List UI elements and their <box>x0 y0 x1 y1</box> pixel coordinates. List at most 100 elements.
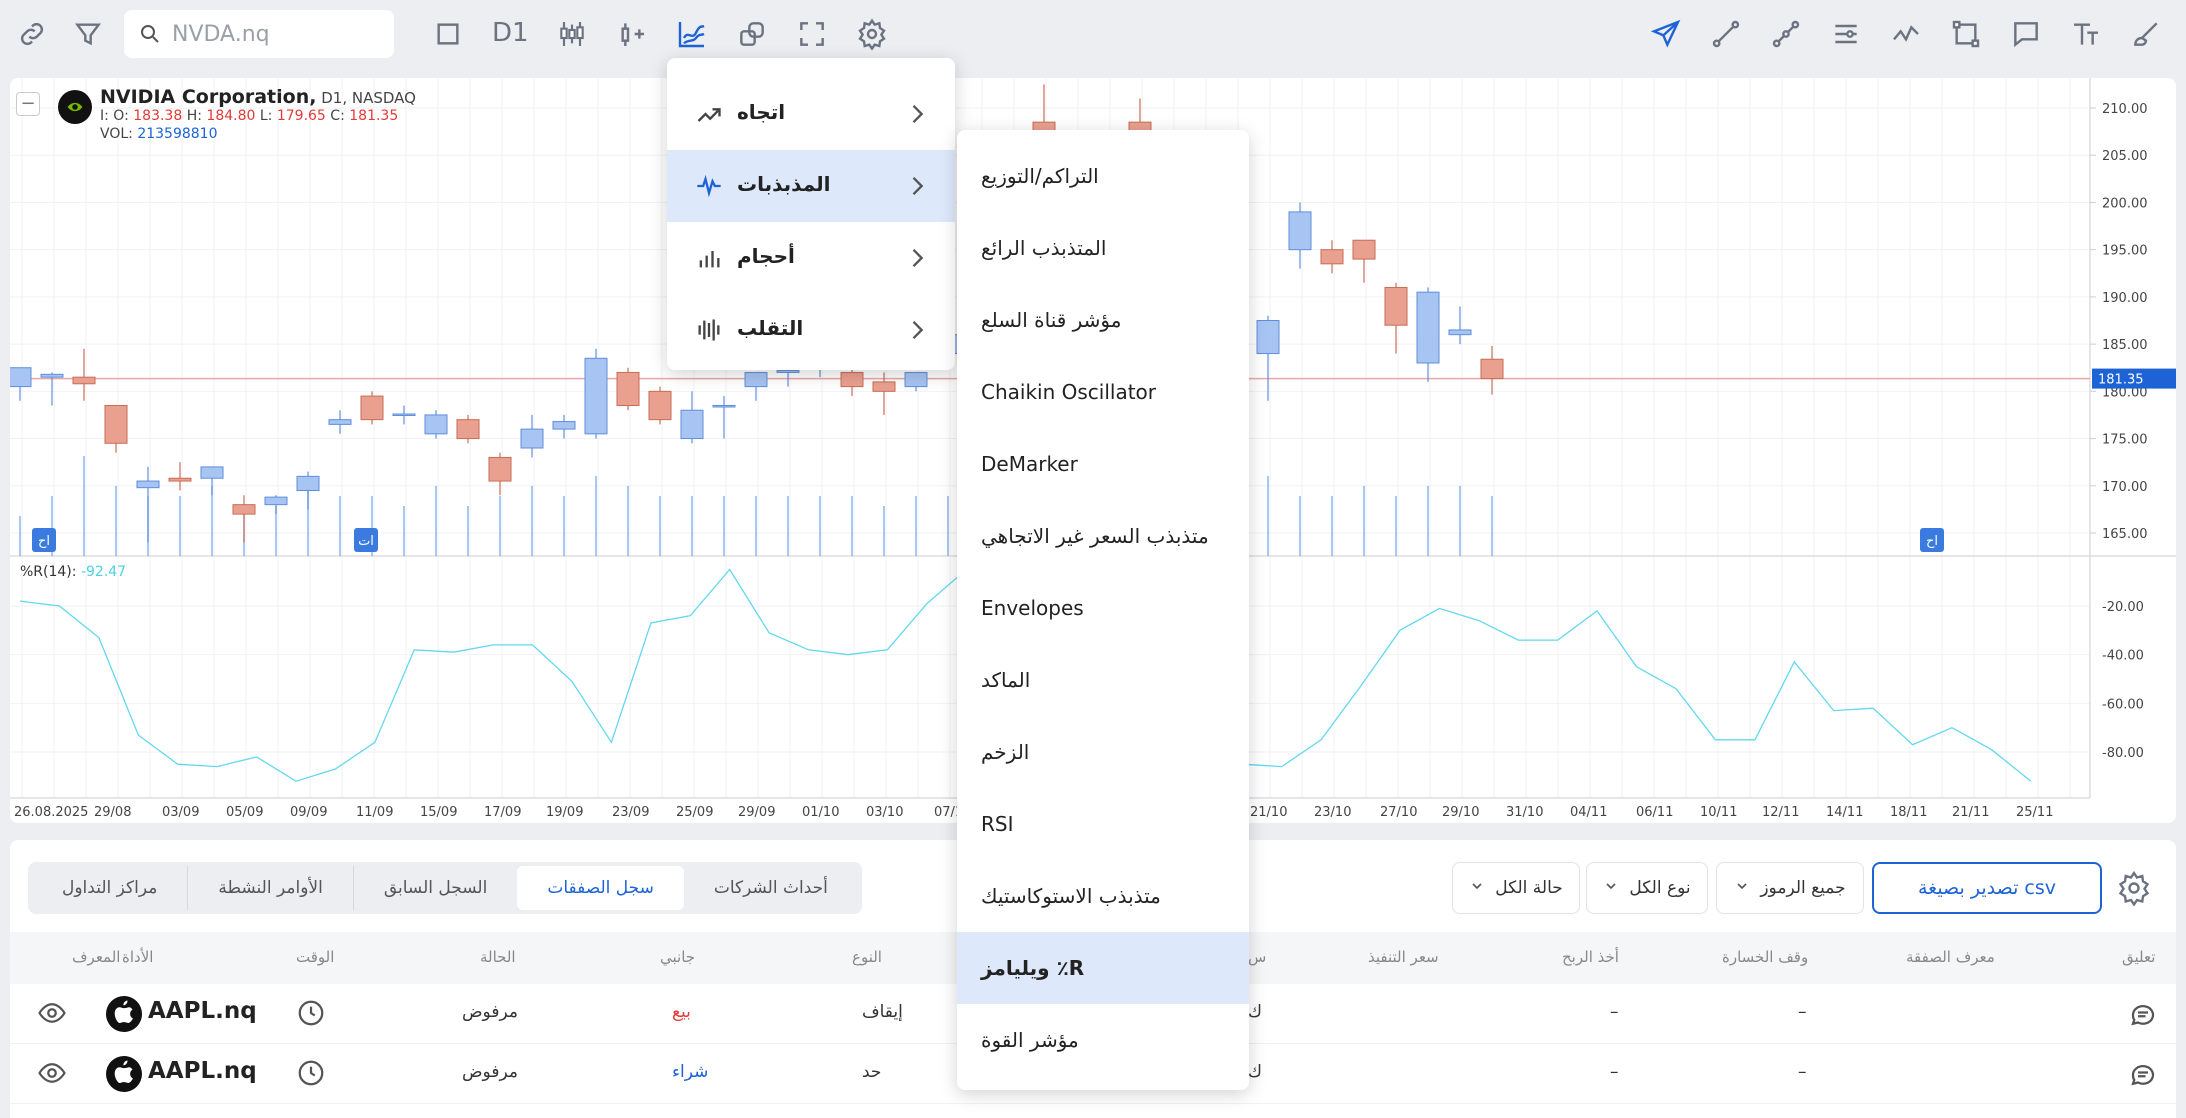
indicator-tick: -60.00 <box>2102 697 2144 712</box>
date-tick: 26.08.2025 <box>14 805 88 820</box>
date-tick: 09/09 <box>290 805 327 820</box>
status-filter[interactable]: حالة الكل <box>1452 862 1580 914</box>
date-tick: 25/09 <box>676 805 713 820</box>
indicator-category-1[interactable]: المذبذبات <box>667 150 955 222</box>
date-tick: 27/10 <box>1380 805 1417 820</box>
tab-0[interactable]: مراكز التداول <box>62 878 158 898</box>
stop-loss-cell: – <box>1798 1002 1807 1022</box>
text-icon[interactable] <box>2066 14 2106 54</box>
symbol-search[interactable] <box>124 10 394 58</box>
type-filter[interactable]: نوع الكل <box>1586 862 1708 914</box>
gear-icon[interactable] <box>852 14 892 54</box>
oscillator-item-10[interactable]: متذبذب الاستوكاستيك <box>957 860 1249 932</box>
price-tick: 175.00 <box>2102 433 2148 448</box>
col-stop-loss: وقف الخسارة <box>1722 948 1809 966</box>
date-tick: 19/09 <box>546 805 583 820</box>
oscillator-item-3[interactable]: Chaikin Oscillator <box>957 356 1249 428</box>
tab-2[interactable]: السجل السابق <box>352 866 517 910</box>
square-icon[interactable] <box>428 14 468 54</box>
candle <box>712 396 736 439</box>
oscillator-item-0[interactable]: التراكم/التوزيع <box>957 140 1249 212</box>
symbol-name[interactable]: AAPL.nq <box>148 1058 257 1084</box>
line-icon[interactable] <box>1706 14 1746 54</box>
indicator-category-2[interactable]: أحجام <box>667 222 955 294</box>
oscillator-label: متذبذب السعر غير الاتجاهي <box>981 524 1209 548</box>
comment-icon[interactable] <box>2006 14 2046 54</box>
oscillator-item-5[interactable]: متذبذب السعر غير الاتجاهي <box>957 500 1249 572</box>
oscillator-item-8[interactable]: الزخم <box>957 716 1249 788</box>
oscillator-item-6[interactable]: Envelopes <box>957 572 1249 644</box>
search-input[interactable] <box>172 21 372 47</box>
event-badge[interactable]: اح <box>32 528 56 552</box>
indicator-category-3[interactable]: التقلب <box>667 294 955 366</box>
clock-icon <box>296 998 326 1033</box>
candle <box>72 348 96 401</box>
oscillator-label: مؤشر قناة السلع <box>981 308 1122 332</box>
price-tick: 210.00 <box>2102 102 2148 117</box>
symbols-filter[interactable]: جميع الرموز <box>1716 862 1864 914</box>
tab-4[interactable]: أحداث الشركات <box>713 878 828 898</box>
oscillator-item-7[interactable]: الماكد <box>957 644 1249 716</box>
candle <box>680 391 704 444</box>
gear-icon[interactable] <box>2116 870 2152 907</box>
shapes-icon[interactable] <box>732 14 772 54</box>
status-cell: مرفوض <box>462 1062 518 1082</box>
date-tick: 03/10 <box>866 805 903 820</box>
oscillator-label: التراكم/التوزيع <box>981 164 1099 188</box>
candle <box>328 410 352 434</box>
stop-loss-cell: – <box>1798 1062 1807 1082</box>
oscillator-label: المتذبذب الرائع <box>981 236 1107 260</box>
candle <box>456 414 480 444</box>
send-icon[interactable] <box>1646 14 1686 54</box>
comment-icon[interactable] <box>2128 1000 2158 1035</box>
chevron-right-icon <box>903 100 931 128</box>
candle <box>360 391 384 425</box>
wave-icon[interactable] <box>1886 14 1926 54</box>
high-label: H: <box>186 108 202 124</box>
oscillator-item-2[interactable]: مؤشر قناة السلع <box>957 284 1249 356</box>
candle <box>1288 202 1312 269</box>
date-tick: 25/11 <box>2016 805 2053 820</box>
link-icon[interactable] <box>12 14 52 54</box>
partial-cell: ﻙ <box>1248 1002 1263 1022</box>
apple-logo <box>106 1056 142 1092</box>
oscillator-item-1[interactable]: المتذبذب الرائع <box>957 212 1249 284</box>
candle <box>1384 282 1408 354</box>
oscillator-item-11[interactable]: R٪ ويليامز <box>957 932 1249 1004</box>
col-partial: س <box>1248 948 1267 966</box>
brush-icon[interactable] <box>2126 14 2166 54</box>
tab-3[interactable]: سجل الصفقات <box>517 866 684 910</box>
indicator-name: %R(14): <box>20 564 77 580</box>
indicator-category-menu: اتجاه المذبذبات أحجام التقلب <box>667 58 955 370</box>
category-label: أحجام <box>737 244 795 268</box>
eye-icon[interactable] <box>34 1058 70 1093</box>
event-badge[interactable]: ات <box>354 528 378 552</box>
price-tick: 200.00 <box>2102 196 2148 211</box>
oscillator-item-12[interactable]: مؤشر القوة <box>957 1004 1249 1076</box>
pencil-link-icon[interactable] <box>1766 14 1806 54</box>
date-tick: 10/11 <box>1700 805 1737 820</box>
volume-icon <box>693 244 725 272</box>
list-lines-icon[interactable] <box>1826 14 1866 54</box>
add-indicator-icon[interactable] <box>612 14 652 54</box>
table-row[interactable]: AAPL.nq مرفوض شراء حد ﻙ – – <box>10 1044 2176 1104</box>
filter-icon[interactable] <box>68 14 108 54</box>
symbol-name[interactable]: AAPL.nq <box>148 998 257 1024</box>
event-badge[interactable]: اح <box>1920 528 1944 552</box>
date-tick: 18/11 <box>1890 805 1927 820</box>
fullscreen-icon[interactable] <box>792 14 832 54</box>
export-csv-button[interactable]: تصدير بصيغة csv <box>1872 862 2102 914</box>
timeframe-button[interactable]: D1 <box>492 18 529 48</box>
oscillator-item-4[interactable]: DeMarker <box>957 428 1249 500</box>
indicator-category-0[interactable]: اتجاه <box>667 78 955 150</box>
date-tick: 29/08 <box>94 805 131 820</box>
indicators-icon[interactable] <box>672 14 712 54</box>
rectangle-icon[interactable] <box>1946 14 1986 54</box>
oscillator-item-9[interactable]: RSI <box>957 788 1249 860</box>
indicator-tick: -80.00 <box>2102 746 2144 761</box>
eye-icon[interactable] <box>34 998 70 1033</box>
collapse-legend-button[interactable]: − <box>16 92 40 116</box>
candles-icon[interactable] <box>552 14 592 54</box>
comment-icon[interactable] <box>2128 1060 2158 1095</box>
tab-1[interactable]: الأوامر النشطة <box>187 866 353 910</box>
